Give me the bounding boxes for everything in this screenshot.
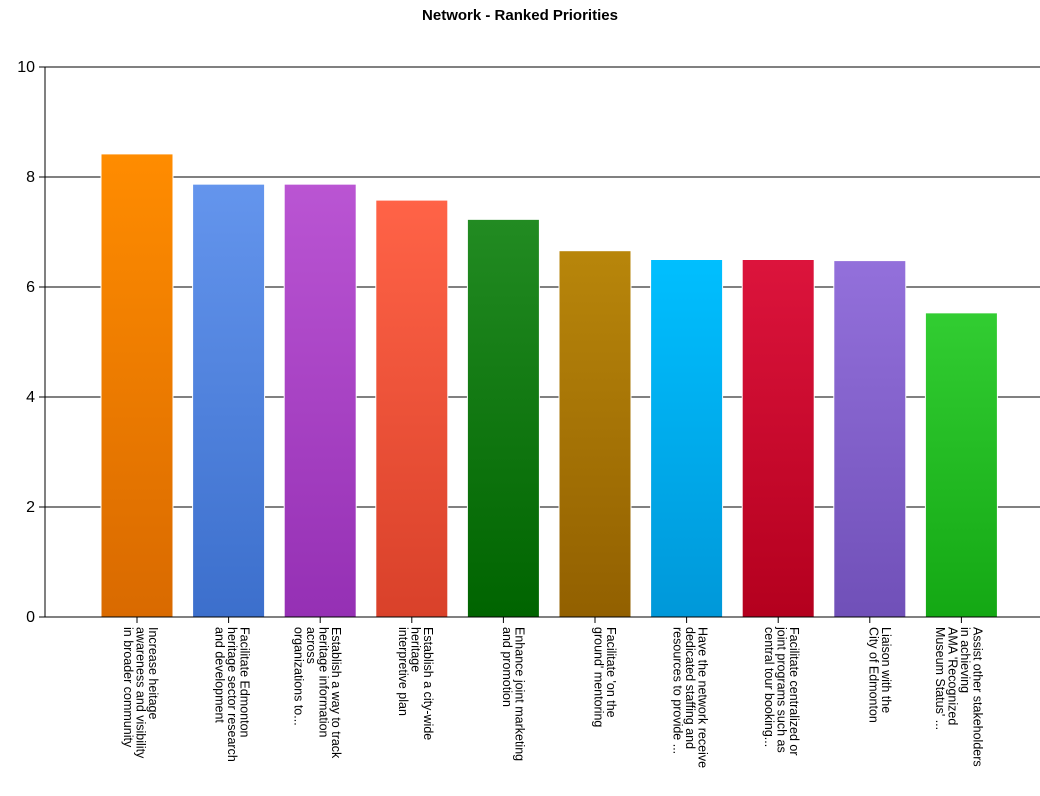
bar[interactable] [833,260,907,618]
bar[interactable] [192,183,266,618]
x-category-label-line: joint programs such as [775,626,789,753]
x-category-label-line: Facilitate 'on the [604,627,618,718]
x-category-label-line: in broader community [121,627,135,748]
x-category-label-line: in achieving [958,627,972,693]
bar[interactable] [924,312,998,618]
x-category-label-line: Establish a city-wide [421,627,435,740]
x-category-label-line: heritage information [317,627,331,738]
x-category-label-line: organizations to... [292,627,306,726]
x-category-label-line: Museum Status' ... [933,627,947,730]
y-tick-label: 6 [26,279,35,296]
x-category-label-line: dedicated staffing and [683,627,697,749]
x-category-label: Establish a city-wideheritageinterpretiv… [396,627,435,740]
bar[interactable] [283,183,357,618]
bar[interactable] [375,199,449,618]
x-category-label-line: across [304,627,318,664]
x-category-label-line: central tour booking... [762,627,776,747]
x-category-label-line: Increase heitage [146,627,160,719]
bar[interactable] [650,259,724,618]
x-category-label-line: Liaison with the [879,627,893,713]
x-category-label-line: Facilitate centralized or [787,627,801,756]
y-tick-label: 2 [26,499,35,516]
bar[interactable] [100,153,174,618]
x-category-label-line: heritage [408,627,422,672]
x-category-label-line: heritage sector research [225,627,239,762]
x-category-label-line: Establish a way to track [329,627,343,759]
x-category-label-line: Have the network receive [696,627,710,768]
x-category-label-line: and promotion [500,627,514,707]
x-category-label-line: AMA 'Recognized [945,627,959,725]
bar[interactable] [466,218,540,618]
y-tick-label: 4 [26,389,35,406]
x-category-label-line: awareness and visibility [134,627,148,759]
chart-title: Network - Ranked Priorities [422,7,618,24]
x-category-label-line: interpretive plan [396,627,410,716]
bar[interactable] [558,250,632,618]
y-tick-label: 8 [26,169,35,186]
y-tick-label: 10 [17,59,35,76]
bar[interactable] [741,259,815,618]
x-category-label-line: resources to provide ... [671,627,685,754]
y-tick-label: 0 [26,609,35,626]
x-category-label-line: and development [213,627,227,723]
x-category-label-line: Enhance joint marketing [512,627,526,761]
x-category-label-line: Facilitate Edmonton [238,627,252,738]
x-category-label-line: ground' mentoring [592,627,606,727]
x-category-label-line: Assist other stakeholders [970,627,984,767]
x-category-label-line: City of Edmonton [866,627,880,723]
